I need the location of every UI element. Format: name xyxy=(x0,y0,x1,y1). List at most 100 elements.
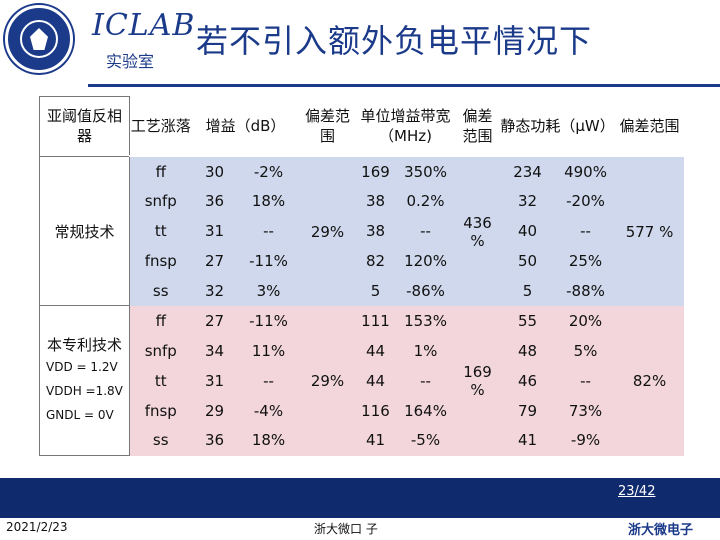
header-gain: 增益（dB） xyxy=(191,96,300,158)
cell-bw-pct: 350% xyxy=(395,156,456,187)
cell-gain: 27 xyxy=(191,246,238,276)
header-power: 静态功耗（μW） xyxy=(499,96,616,158)
cell-gain: 27 xyxy=(191,305,238,336)
cell-gain-deviation: 29% xyxy=(299,305,356,456)
cell-power: 48 xyxy=(499,335,556,366)
cell-bw-pct: -86% xyxy=(395,275,456,306)
group-conventional-label: 常规技术 xyxy=(39,155,130,307)
university-seal-icon xyxy=(5,5,73,73)
cell-bw-pct: -- xyxy=(395,365,456,396)
header-divider xyxy=(88,84,720,87)
cell-corner: snfp xyxy=(129,335,192,366)
brand-subtitle: 实验室 xyxy=(106,52,155,71)
cell-bw-pct: 1% xyxy=(395,335,456,366)
group-patent-title: 本专利技术 xyxy=(46,335,122,354)
comparison-table: 亚阈值反相器 工艺涨落 增益（dB） 偏差范围 单位增益带宽（MHz) 偏差范围… xyxy=(39,96,684,456)
cell-corner: tt xyxy=(129,216,192,247)
cell-power: 79 xyxy=(499,395,556,426)
cell-bw-pct: -5% xyxy=(395,425,456,456)
slide-header: ICLAB 实验室 若不引入额外负电平情况下 xyxy=(0,0,720,88)
cell-power: 5 xyxy=(499,275,556,306)
cell-gain: 34 xyxy=(191,335,238,366)
table-row: fnsp 27 -11% 82 120% 50 25% xyxy=(40,246,684,276)
cell-corner: ff xyxy=(129,156,192,187)
cell-bw: 82 xyxy=(355,246,396,276)
cell-gain-pct: 18% xyxy=(237,425,300,456)
cell-power-pct: 490% xyxy=(555,156,616,187)
header-bandwidth: 单位增益带宽（MHz) xyxy=(355,96,456,158)
cell-bw-pct: 120% xyxy=(395,246,456,276)
cell-power: 40 xyxy=(499,216,556,247)
header-bw-deviation: 偏差范围 xyxy=(455,96,500,158)
cell-power-pct: 5% xyxy=(555,335,616,366)
cell-gain: 31 xyxy=(191,365,238,396)
table-row: tt 31 -- 38 -- 40 -- xyxy=(40,216,684,247)
table-row: ss 36 18% 41 -5% 41 -9% xyxy=(40,425,684,456)
cell-bw: 5 xyxy=(355,275,396,306)
cell-corner: ss xyxy=(129,275,192,306)
table-row: tt 31 -- 44 -- 46 -- xyxy=(40,365,684,396)
cell-gain-pct: -4% xyxy=(237,395,300,426)
cell-gain-pct: -- xyxy=(237,365,300,396)
cell-gain-pct: -11% xyxy=(237,246,300,276)
cell-gain-pct: -2% xyxy=(237,156,300,187)
header-process: 工艺涨落 xyxy=(129,96,192,158)
cell-bw-deviation: 436 % xyxy=(455,156,500,306)
cell-gain: 36 xyxy=(191,425,238,456)
cell-power-pct: 20% xyxy=(555,305,616,336)
brand-logo-text: ICLAB xyxy=(92,8,196,43)
cell-power-deviation: 82% xyxy=(615,305,684,456)
gndl-label: GNDL = 0V xyxy=(46,407,114,422)
cell-gain: 36 xyxy=(191,186,238,217)
cell-bw: 38 xyxy=(355,186,396,217)
cell-gain: 29 xyxy=(191,395,238,426)
cell-bw-pct: -- xyxy=(395,216,456,247)
cell-power: 234 xyxy=(499,156,556,187)
header-gain-deviation: 偏差范围 xyxy=(299,96,356,158)
cell-gain-pct: 3% xyxy=(237,275,300,306)
cell-power-pct: 73% xyxy=(555,395,616,426)
cell-power-pct: 25% xyxy=(555,246,616,276)
cell-bw-pct: 0.2% xyxy=(395,186,456,217)
cell-bw: 44 xyxy=(355,365,396,396)
table-row: 常规技术 ff 30 -2% 29% 169 350% 436 % 234 49… xyxy=(39,155,684,307)
footer-date: 2021/2/23 xyxy=(6,520,68,534)
cell-power: 50 xyxy=(499,246,556,276)
cell-corner: ff xyxy=(129,305,192,336)
cell-bw: 41 xyxy=(355,425,396,456)
cell-bw: 169 xyxy=(355,156,396,187)
cell-power-pct: -20% xyxy=(555,186,616,217)
cell-corner: tt xyxy=(129,365,192,396)
cell-power-pct: -- xyxy=(555,216,616,247)
footer-brand: 浙大微电子 xyxy=(628,523,694,538)
vdd-label: VDD = 1.2V xyxy=(46,359,118,374)
cell-power: 41 xyxy=(499,425,556,456)
cell-corner: fnsp xyxy=(129,395,192,426)
cell-bw: 111 xyxy=(355,305,396,336)
page-number[interactable]: 23/42 xyxy=(618,484,656,499)
cell-power: 46 xyxy=(499,365,556,396)
cell-corner: ss xyxy=(129,425,192,456)
cell-power-pct: -- xyxy=(555,365,616,396)
footer-bar xyxy=(0,478,720,518)
cell-bw: 116 xyxy=(355,395,396,426)
table-row: 本专利技术 VDD = 1.2V VDDH =1.8V GNDL = 0V ff… xyxy=(39,305,684,456)
table-header-row: 亚阈值反相器 工艺涨落 增益（dB） 偏差范围 单位增益带宽（MHz) 偏差范围… xyxy=(39,96,684,158)
slide-title: 若不引入额外负电平情况下 xyxy=(196,22,593,60)
cell-bw-deviation: 169 % xyxy=(455,305,500,456)
vddh-label: VDDH =1.8V xyxy=(46,383,123,398)
table-row: snfp 34 11% 44 1% 48 5% xyxy=(40,335,684,366)
cell-bw-pct: 164% xyxy=(395,395,456,426)
cell-bw: 38 xyxy=(355,216,396,247)
cell-gain: 32 xyxy=(191,275,238,306)
group-patent-label: 本专利技术 VDD = 1.2V VDDH =1.8V GNDL = 0V xyxy=(39,305,130,456)
header-power-deviation: 偏差范围 xyxy=(615,96,684,158)
table-row: fnsp 29 -4% 116 164% 79 73% xyxy=(40,395,684,426)
cell-power: 32 xyxy=(499,186,556,217)
cell-bw: 44 xyxy=(355,335,396,366)
cell-power-pct: -9% xyxy=(555,425,616,456)
footer-center-text: 浙大微口 子 xyxy=(314,522,378,536)
cell-gain-pct: 18% xyxy=(237,186,300,217)
cell-power-pct: -88% xyxy=(555,275,616,306)
header-inverter: 亚阈值反相器 xyxy=(39,96,130,157)
